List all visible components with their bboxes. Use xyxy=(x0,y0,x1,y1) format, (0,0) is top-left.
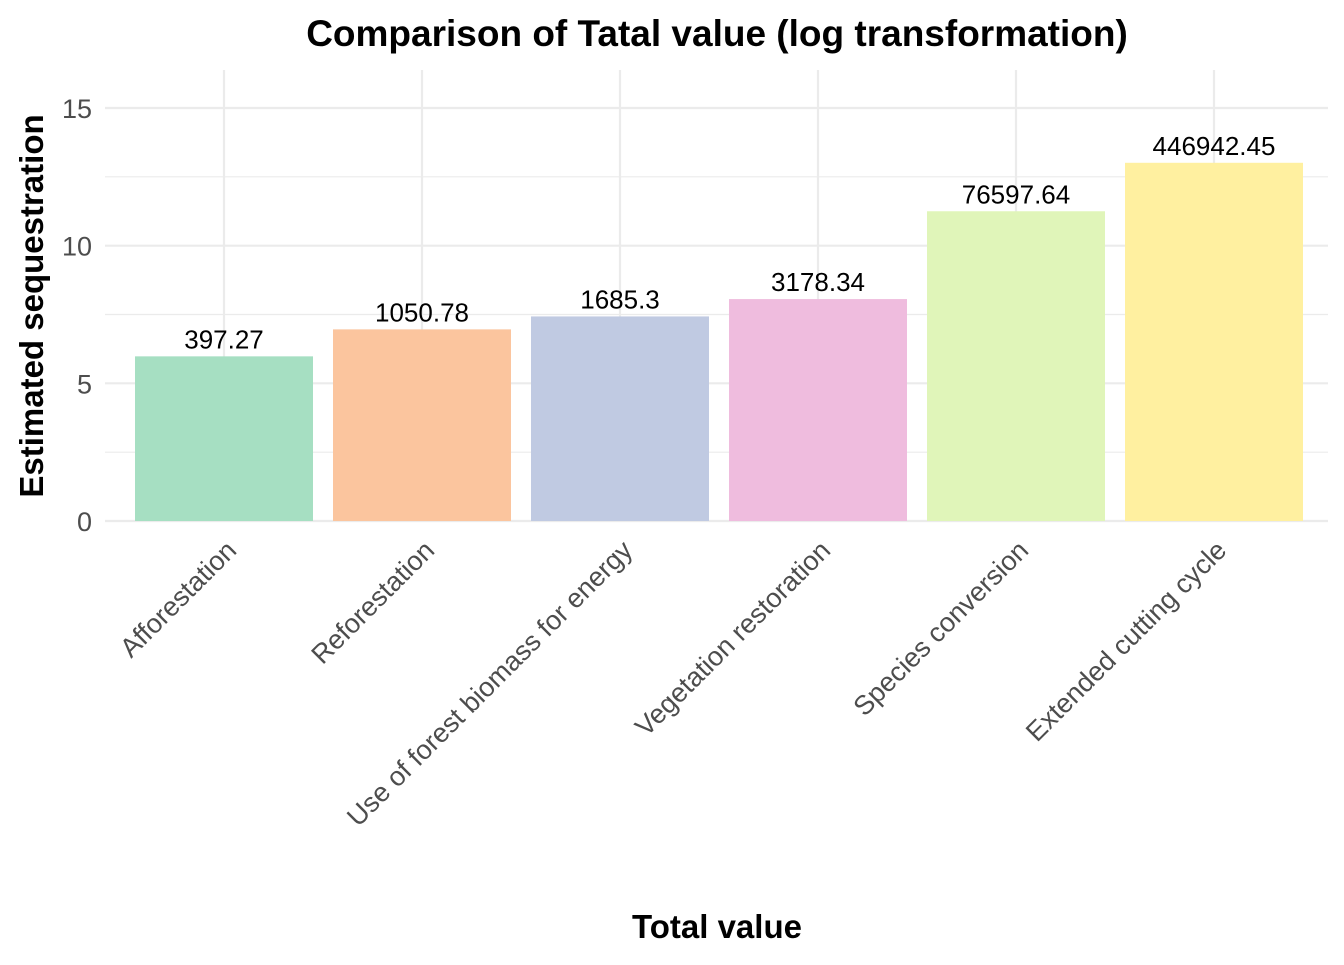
y-tick-label: 0 xyxy=(77,507,92,537)
chart-title: Comparison of Tatal value (log transform… xyxy=(306,13,1128,54)
data-label: 1685.3 xyxy=(580,284,660,314)
data-label: 76597.64 xyxy=(962,179,1070,209)
x-tick-label: Reforestation xyxy=(305,535,440,670)
bar-vegetation-restoration xyxy=(729,299,907,521)
data-label: 3178.34 xyxy=(771,267,865,297)
bar-extended-cutting-cycle xyxy=(1125,162,1303,522)
bars xyxy=(135,162,1303,522)
bar-species-conversion xyxy=(927,211,1105,521)
data-label: 397.27 xyxy=(184,324,264,354)
x-tick-label: Afforestation xyxy=(114,535,242,663)
bar-use-of-forest-biomass-for-energy xyxy=(531,316,709,521)
x-axis-title: Total value xyxy=(632,908,802,945)
x-tick-label: Extended cutting cycle xyxy=(1020,535,1232,747)
x-tick-label: Vegetation restoration xyxy=(629,535,836,742)
data-label: 1050.78 xyxy=(375,297,469,327)
bar-reforestation xyxy=(333,329,511,521)
y-tick-label: 10 xyxy=(62,232,92,262)
y-tick-label: 5 xyxy=(77,369,92,399)
y-tick-label: 15 xyxy=(62,94,92,124)
y-axis-title: Estimated sequestration xyxy=(13,114,50,497)
data-labels: 397.27 1050.78 1685.3 3178.34 76597.64 446942… xyxy=(184,131,1275,355)
bar-afforestation xyxy=(135,356,313,521)
x-tick-label: Species conversion xyxy=(847,535,1034,722)
y-axis-ticks: 0 5 10 15 xyxy=(62,94,92,537)
data-label: 446942.45 xyxy=(1153,131,1276,161)
